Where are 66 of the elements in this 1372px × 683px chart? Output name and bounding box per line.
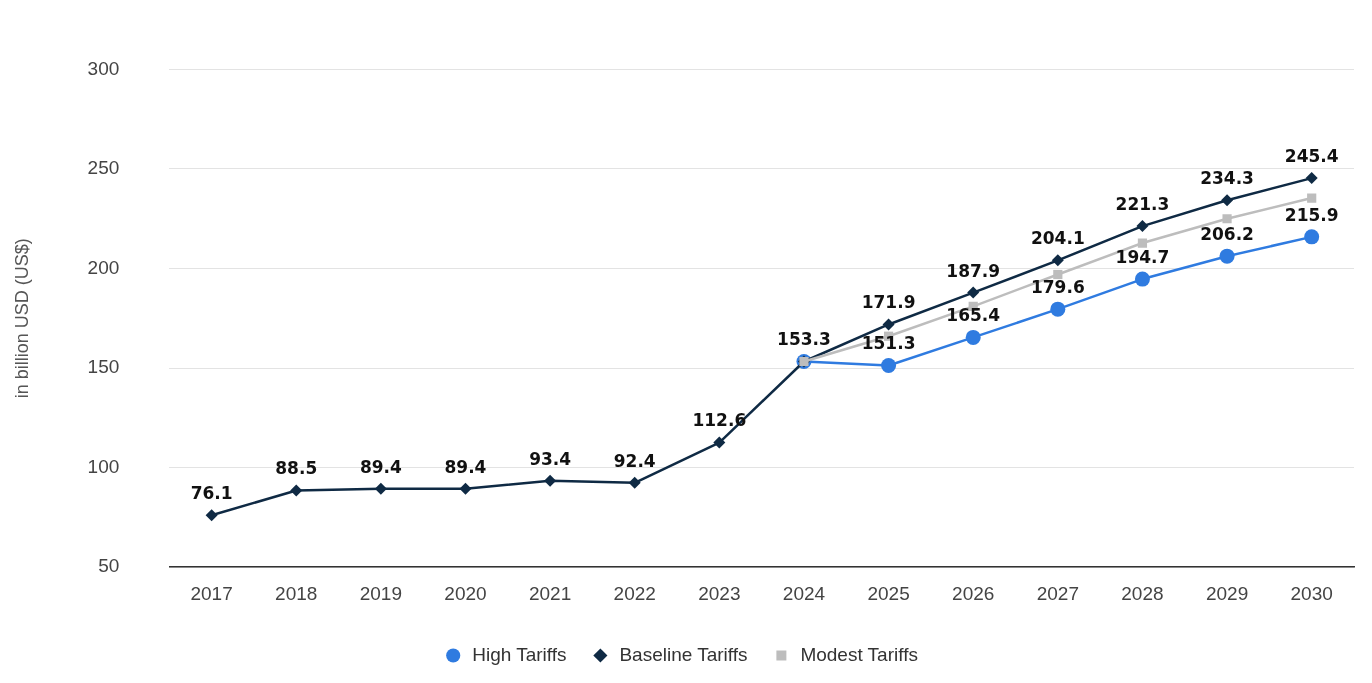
point: [713, 436, 726, 449]
data-label: 93.4: [529, 448, 572, 469]
y-tick-label: 300: [87, 57, 120, 79]
point: [1219, 248, 1235, 264]
y-tick-label: 100: [87, 455, 120, 477]
point: [1050, 301, 1066, 317]
point: [1137, 238, 1148, 248]
y-tick-label: 250: [87, 157, 120, 179]
data-label: 206.2: [1200, 224, 1254, 245]
data-label: 89.4: [359, 456, 402, 477]
data-label: 76.1: [190, 483, 233, 504]
legend-label: Baseline Tariffs: [619, 643, 748, 665]
x-tick-label: 2024: [782, 582, 826, 604]
x-tick-label: 2017: [190, 582, 233, 604]
legend-label: Modest Tariffs: [800, 643, 918, 665]
y-tick-label: 150: [87, 356, 120, 378]
point: [544, 474, 557, 487]
data-label: 221.3: [1115, 194, 1170, 215]
data-label: 92.4: [613, 450, 656, 471]
point: [1222, 214, 1232, 224]
point: [1053, 269, 1063, 280]
point: [205, 509, 218, 522]
point: [881, 357, 897, 373]
point: [967, 286, 980, 299]
x-tick-label: 2021: [528, 582, 572, 604]
point: [1221, 194, 1234, 207]
x-tick-label: 2022: [613, 582, 656, 604]
x-tick-label: 2029: [1205, 582, 1249, 604]
x-tick-label: 2030: [1290, 582, 1333, 604]
point: [1304, 229, 1320, 245]
y-axis-title: in billion USD (US$): [11, 238, 32, 399]
point: [290, 484, 303, 497]
y-tick-label: 50: [98, 555, 120, 577]
data-label: 204.1: [1030, 228, 1085, 249]
data-label: 88.5: [275, 458, 318, 479]
point: [1307, 193, 1317, 203]
point: [1305, 172, 1318, 185]
data-label: 187.9: [946, 260, 1001, 281]
y-tick-label: 200: [87, 256, 120, 278]
data-label: 245.4: [1284, 146, 1339, 167]
data-label: 215.9: [1284, 204, 1339, 225]
x-tick-label: 2025: [867, 582, 910, 604]
data-label: 151.3: [861, 333, 916, 354]
data-label: 165.4: [946, 305, 1001, 326]
x-tick-label: 2018: [275, 582, 318, 604]
x-tick-label: 2023: [698, 582, 741, 604]
point: [965, 329, 981, 345]
point: [374, 482, 387, 495]
point: [1134, 271, 1150, 287]
x-tick-label: 2028: [1121, 582, 1164, 604]
data-label: 194.7: [1115, 247, 1170, 267]
x-tick-label: 2019: [359, 582, 402, 604]
data-label: 153.3: [777, 329, 831, 350]
data-label: 171.9: [861, 292, 916, 313]
point: [459, 482, 472, 495]
x-tick-label: 2020: [444, 582, 487, 604]
data-label: 89.4: [444, 456, 487, 477]
data-label: 179.6: [1030, 277, 1085, 298]
point: [1136, 220, 1149, 233]
point: [628, 476, 641, 489]
legend-label: High Tariffs: [472, 643, 567, 665]
x-tick-label: 2026: [952, 582, 995, 604]
x-tick-label: 2027: [1036, 582, 1079, 604]
data-label: 234.3: [1200, 168, 1254, 189]
point: [882, 318, 895, 331]
point: [1051, 254, 1064, 267]
